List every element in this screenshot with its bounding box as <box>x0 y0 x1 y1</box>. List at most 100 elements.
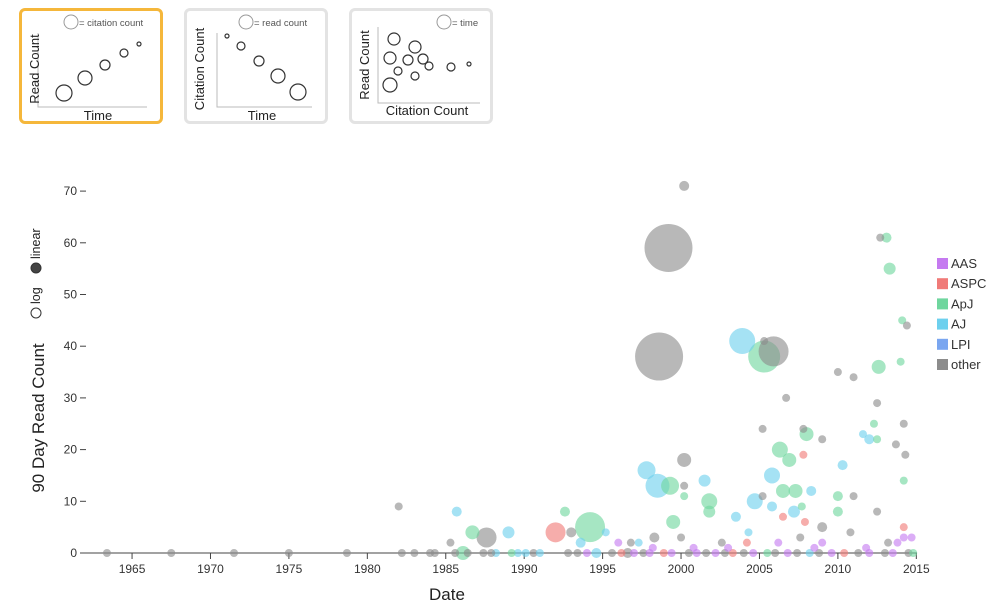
data-point-other[interactable] <box>901 450 910 459</box>
legend-item-aj[interactable]: AJ <box>937 317 966 332</box>
data-point-other[interactable] <box>876 233 885 242</box>
data-point-apj[interactable] <box>788 483 803 498</box>
thumbnail-time-vs-read[interactable]: = citation count Time Read Count <box>19 8 163 124</box>
data-point-aj[interactable] <box>837 460 848 471</box>
data-point-other[interactable] <box>873 507 882 516</box>
data-point-apj[interactable] <box>559 506 570 517</box>
data-point-apj[interactable] <box>775 483 790 498</box>
data-point-aj[interactable] <box>634 538 643 547</box>
data-point-apj[interactable] <box>771 441 788 458</box>
data-point-other[interactable] <box>818 435 827 444</box>
data-point-other[interactable] <box>635 332 684 381</box>
data-point-aas[interactable] <box>827 549 836 557</box>
data-point-other[interactable] <box>446 538 455 547</box>
data-point-aas[interactable] <box>818 538 827 547</box>
data-point-apj[interactable] <box>661 476 680 495</box>
data-point-apj[interactable] <box>909 549 918 557</box>
legend-item-lpi[interactable]: LPI <box>937 337 971 352</box>
data-point-aj[interactable] <box>764 467 781 484</box>
data-point-other[interactable] <box>679 180 690 191</box>
data-point-other[interactable] <box>566 527 577 538</box>
data-point-aj[interactable] <box>805 549 814 557</box>
data-point-aspc[interactable] <box>617 549 626 557</box>
data-point-other[interactable] <box>760 337 769 346</box>
data-point-other[interactable] <box>644 223 693 272</box>
data-point-other[interactable] <box>815 549 824 557</box>
data-point-aas[interactable] <box>582 549 591 557</box>
data-point-aj[interactable] <box>746 493 763 510</box>
data-point-apj[interactable] <box>680 492 689 501</box>
data-point-other[interactable] <box>167 549 176 557</box>
legend-item-aas[interactable]: AAS <box>937 256 977 271</box>
data-point-other[interactable] <box>680 481 689 490</box>
data-point-aas[interactable] <box>893 538 902 547</box>
data-point-apj[interactable] <box>763 549 772 557</box>
data-point-other[interactable] <box>782 393 791 402</box>
data-point-apj[interactable] <box>575 512 606 543</box>
data-point-aas[interactable] <box>724 543 733 552</box>
data-point-aspc[interactable] <box>899 523 908 532</box>
data-point-other[interactable] <box>677 452 692 467</box>
data-point-aj[interactable] <box>858 430 867 439</box>
data-point-aspc[interactable] <box>545 522 566 543</box>
data-point-other[interactable] <box>451 549 460 557</box>
data-point-other[interactable] <box>849 492 858 501</box>
data-point-other[interactable] <box>410 549 419 557</box>
data-point-aj[interactable] <box>864 434 875 445</box>
data-point-aj[interactable] <box>601 528 610 537</box>
data-point-other[interactable] <box>529 549 538 557</box>
data-point-other[interactable] <box>884 538 893 547</box>
data-point-aas[interactable] <box>614 538 623 547</box>
data-point-other[interactable] <box>796 533 805 542</box>
data-point-aas[interactable] <box>810 543 819 552</box>
data-point-aj[interactable] <box>787 505 800 518</box>
data-point-apj[interactable] <box>881 232 892 243</box>
data-point-apj[interactable] <box>782 452 797 467</box>
data-point-other[interactable] <box>799 424 808 433</box>
radio-linear-icon[interactable] <box>30 262 42 274</box>
data-point-aspc[interactable] <box>778 512 787 521</box>
data-point-aspc[interactable] <box>659 549 668 557</box>
data-point-apj[interactable] <box>873 435 882 444</box>
data-point-other[interactable] <box>793 549 802 557</box>
data-point-aj[interactable] <box>806 485 817 496</box>
scale-option-log[interactable]: log <box>29 287 43 319</box>
data-point-aas[interactable] <box>774 538 783 547</box>
data-point-aspc[interactable] <box>800 517 809 526</box>
data-point-aspc[interactable] <box>799 450 808 459</box>
data-point-other[interactable] <box>833 368 842 377</box>
data-point-aj[interactable] <box>767 501 778 512</box>
data-point-other[interactable] <box>394 502 403 511</box>
data-point-aas[interactable] <box>711 549 720 557</box>
data-point-other[interactable] <box>899 419 908 428</box>
data-point-aas[interactable] <box>907 533 916 542</box>
data-point-other[interactable] <box>230 549 239 557</box>
data-point-apj[interactable] <box>871 359 886 374</box>
data-point-aj[interactable] <box>591 548 602 558</box>
data-point-other[interactable] <box>717 538 726 547</box>
data-point-other[interactable] <box>739 549 748 557</box>
data-point-apj[interactable] <box>666 514 681 529</box>
data-point-aas[interactable] <box>689 543 698 552</box>
legend-item-aspc[interactable]: ASPC <box>937 276 986 291</box>
data-point-aj[interactable] <box>729 328 756 355</box>
data-point-aas[interactable] <box>667 549 676 557</box>
data-point-apj[interactable] <box>701 493 718 510</box>
data-point-other[interactable] <box>902 321 911 330</box>
data-point-aas[interactable] <box>783 549 792 557</box>
data-point-other[interactable] <box>846 528 855 537</box>
data-point-other[interactable] <box>873 399 882 408</box>
data-point-aspc[interactable] <box>840 549 849 557</box>
data-point-apj[interactable] <box>797 502 806 511</box>
data-point-other[interactable] <box>476 527 497 548</box>
data-point-apj[interactable] <box>869 419 878 428</box>
data-point-aj[interactable] <box>730 511 741 522</box>
radio-log-icon[interactable] <box>30 307 42 319</box>
data-point-other[interactable] <box>639 549 648 557</box>
data-point-aj[interactable] <box>535 549 544 557</box>
data-point-other[interactable] <box>102 549 111 557</box>
data-point-aas[interactable] <box>749 549 758 557</box>
data-point-other[interactable] <box>487 549 496 557</box>
data-point-other[interactable] <box>702 549 711 557</box>
data-point-aj[interactable] <box>502 526 515 539</box>
